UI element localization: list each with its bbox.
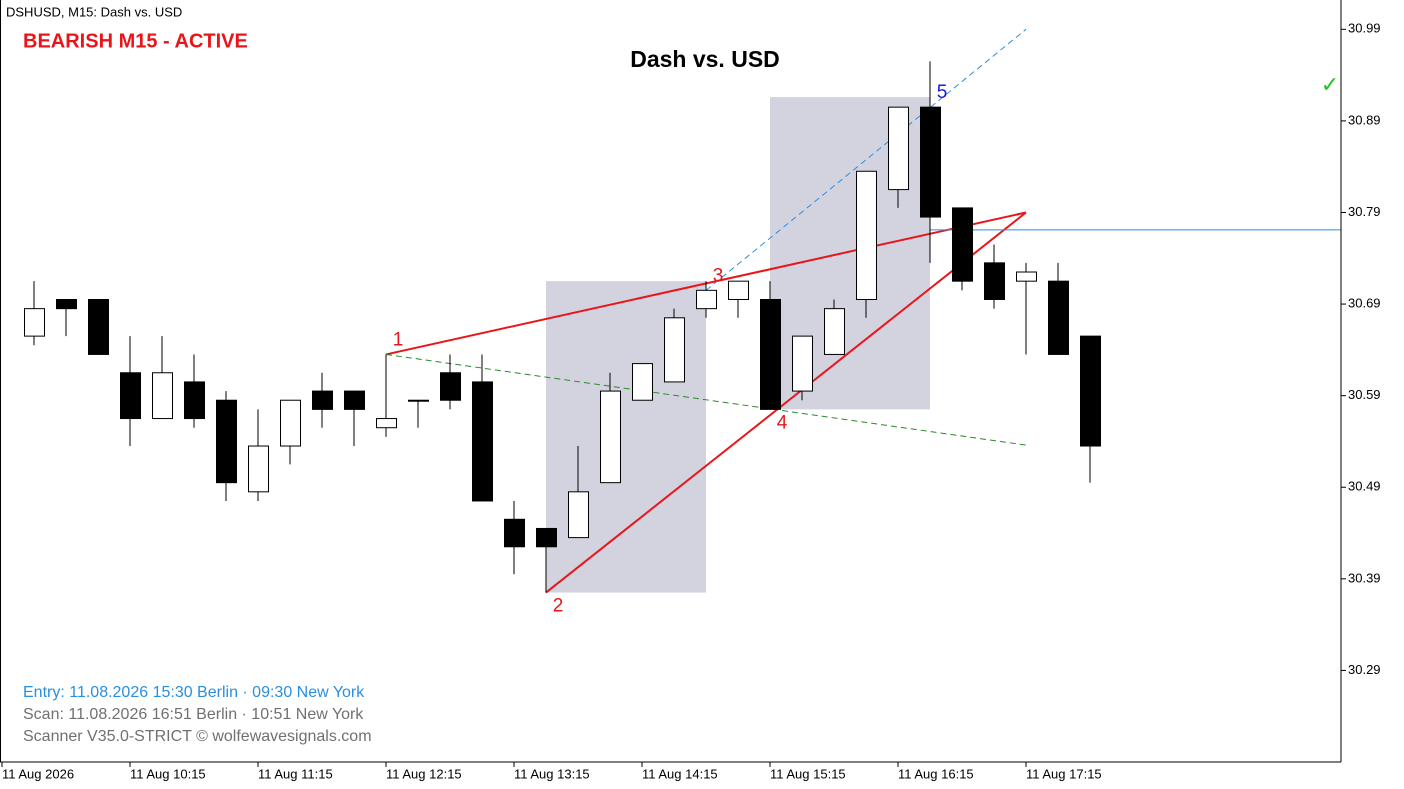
candle-body	[1048, 280, 1069, 355]
y-tick-label: 30.59	[1348, 387, 1381, 402]
candle-body	[920, 106, 941, 218]
wave-point-label: 2	[553, 596, 564, 617]
candle-body	[216, 399, 237, 484]
candle-body	[856, 170, 877, 300]
candle-body	[664, 317, 685, 383]
candle-body	[24, 308, 45, 337]
y-tick-label: 30.89	[1348, 112, 1381, 127]
candle-body	[952, 207, 973, 282]
x-tick-label: 11 Aug 13:15	[514, 766, 590, 781]
candle-body	[792, 335, 813, 392]
y-tick-label: 30.79	[1348, 204, 1381, 219]
candle-body	[280, 399, 301, 447]
chart-title: Dash vs. USD	[630, 46, 780, 72]
wave-point-label: 3	[713, 265, 724, 286]
candle-body	[440, 372, 461, 401]
candles	[24, 61, 1101, 593]
candle-body	[632, 363, 653, 401]
y-tick-label: 30.99	[1348, 21, 1381, 36]
candle-body	[568, 491, 589, 539]
wave-line	[545, 211, 1027, 594]
candle-body	[888, 106, 909, 191]
x-tick-label: 11 Aug 10:15	[130, 766, 206, 781]
x-tick-label: 11 Aug 15:15	[770, 766, 846, 781]
candle-body	[376, 418, 397, 429]
x-tick-label: 11 Aug 14:15	[642, 766, 718, 781]
candle-body	[120, 372, 141, 420]
y-tick-label: 30.29	[1348, 662, 1381, 677]
x-tick-label: 11 Aug 16:15	[898, 766, 974, 781]
header: DSHUSD, M15: Dash vs. USD	[6, 4, 182, 19]
wave-line	[385, 353, 1027, 446]
entry-info: Entry: 11.08.2026 15:30 Berlin · 09:30 N…	[23, 684, 365, 701]
wave-point-label: 4	[777, 412, 788, 433]
x-tick-label: 11 Aug 17:15	[1026, 766, 1102, 781]
x-tick-label: 11 Aug 2026	[2, 766, 74, 781]
candle-body	[984, 262, 1005, 300]
candle-body	[600, 390, 621, 484]
candle-body	[1080, 335, 1101, 447]
y-tick-label: 30.69	[1348, 296, 1381, 311]
candle-body	[248, 445, 269, 493]
check-mark: ✓	[1321, 72, 1339, 97]
scanner-info: Scanner V35.0-STRICT © wolfewavesignals.…	[23, 728, 372, 745]
candle-body	[760, 298, 781, 410]
wave-point-label: 5	[937, 82, 948, 103]
candle-body	[88, 298, 109, 355]
candle-body	[152, 372, 173, 420]
x-tick-label: 11 Aug 11:15	[258, 766, 333, 781]
y-tick-label: 30.49	[1348, 479, 1381, 494]
candle-body	[408, 399, 429, 402]
candle-body	[696, 289, 717, 310]
candle-body	[344, 390, 365, 410]
wave-line	[705, 28, 1027, 291]
candle-body	[504, 518, 525, 548]
candle-body	[728, 280, 749, 300]
candle-body	[1016, 271, 1037, 282]
x-tick-label: 11 Aug 12:15	[386, 766, 462, 781]
y-tick-label: 30.39	[1348, 570, 1381, 585]
candle-body	[56, 298, 77, 310]
candle-body	[824, 308, 845, 355]
scan-info: Scan: 11.08.2026 16:51 Berlin · 10:51 Ne…	[23, 706, 364, 723]
candle-body	[472, 381, 493, 502]
wave-point-label: 1	[393, 329, 404, 350]
candle-body	[184, 381, 205, 420]
candle-body	[312, 390, 333, 410]
status: BEARISH M15 - ACTIVE	[23, 30, 248, 52]
candle-body	[536, 527, 557, 548]
